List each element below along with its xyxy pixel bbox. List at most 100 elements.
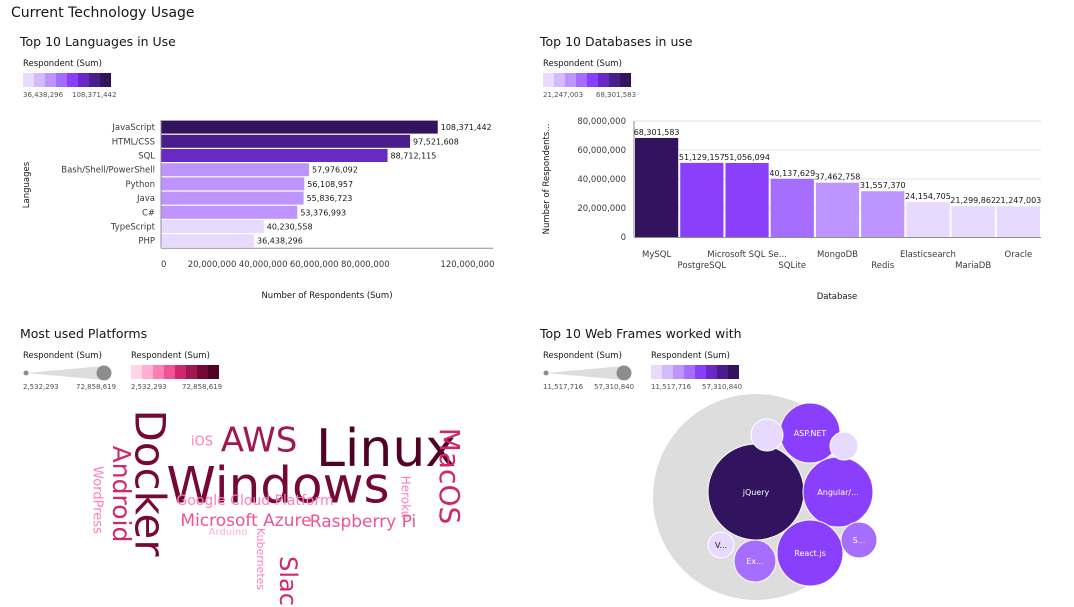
ramp-swatch — [651, 365, 662, 379]
platforms-size-legend-title: Respondent (Sum) — [23, 351, 102, 361]
value-label: 57,976,092 — [312, 166, 358, 175]
platforms-panel: Most used Platforms Respondent (Sum) 2,5… — [20, 326, 520, 607]
frameworks-color-legend-max: 57,310,840 — [702, 383, 743, 391]
page-title: Current Technology Usage — [11, 5, 195, 21]
value-label: 24,154,705 — [905, 192, 951, 201]
category-label: SQL — [138, 152, 155, 162]
ramp-swatch — [175, 365, 186, 379]
frameworks-size-legend-max: 57,310,840 — [594, 383, 635, 391]
y-tick-label: 20,000,000 — [577, 204, 626, 214]
x-axis-title: Number of Respondents (Sum) — [261, 291, 392, 301]
value-label: 55,836,723 — [307, 194, 353, 203]
ramp-swatch — [706, 365, 717, 379]
word-android: Android — [107, 446, 136, 543]
category-label: HTML/CSS — [112, 137, 155, 147]
databases-legend-max: 68,301,583 — [596, 91, 637, 99]
word-ios: iOS — [191, 435, 213, 450]
platforms-color-legend-title: Respondent (Sum) — [131, 351, 210, 361]
languages-legend-title: Respondent (Sum) — [23, 59, 102, 69]
bar-java — [161, 191, 304, 205]
frameworks-size-legend — [543, 365, 632, 381]
bubble — [750, 418, 784, 452]
value-label: 53,376,993 — [300, 208, 346, 217]
y-tick-label: 40,000,000 — [577, 175, 626, 185]
bar-elasticsearch — [906, 201, 950, 237]
category-label: Oracle — [1005, 250, 1033, 260]
x-tick-label: 20,000,000 — [188, 260, 237, 270]
ramp-swatch — [673, 365, 684, 379]
databases-title: Top 10 Databases in use — [540, 34, 693, 49]
y-axis-title: Number of Respondents... — [542, 124, 552, 235]
frameworks-title: Top 10 Web Frames worked with — [540, 326, 742, 341]
category-label: PHP — [138, 237, 155, 247]
languages-title: Top 10 Languages in Use — [20, 34, 176, 49]
ramp-swatch — [100, 73, 111, 87]
size-legend-max-dot — [96, 365, 112, 381]
bubble — [733, 539, 777, 583]
bubble-label: V... — [715, 541, 727, 550]
ramp-swatch — [34, 73, 45, 87]
y-axis-title: Languages — [22, 161, 32, 208]
word-arduino: Arduino — [209, 527, 248, 538]
languages-legend-min: 36,438,296 — [23, 91, 64, 99]
bar-oracle — [996, 206, 1040, 237]
languages-legend-max: 108,371,442 — [72, 91, 117, 99]
frameworks-color-ramp — [651, 365, 739, 379]
category-label: TypeScript — [110, 223, 156, 233]
word-slack: Slack — [274, 556, 302, 607]
ramp-swatch — [45, 73, 56, 87]
ramp-swatch — [131, 365, 142, 379]
databases-panel: Top 10 Databases in use Respondent (Sum)… — [540, 34, 1050, 304]
ramp-swatch — [208, 365, 219, 379]
word-windows: Windows — [166, 457, 389, 515]
ramp-swatch — [565, 73, 576, 87]
x-tick-label: 80,000,000 — [341, 260, 390, 270]
word-wordpress: WordPress — [90, 466, 105, 534]
size-legend-wedge — [26, 366, 104, 380]
bubble-label: Angular/... — [817, 488, 858, 497]
bubble-label: jQuery — [742, 488, 770, 497]
ramp-swatch — [728, 365, 739, 379]
category-label: Java — [136, 194, 155, 204]
word-aws: AWS — [221, 421, 298, 461]
bubble-label: ASP.NET — [794, 429, 827, 438]
ramp-swatch — [197, 365, 208, 379]
platforms-size-legend — [23, 365, 112, 381]
word-microsoft-azure: Microsoft Azure — [180, 511, 311, 531]
category-label: Elasticsearch — [900, 250, 956, 260]
frameworks-size-legend-title: Respondent (Sum) — [543, 351, 622, 361]
bar-javascript — [161, 120, 438, 134]
value-label: 40,230,558 — [267, 223, 313, 232]
platforms-color-legend-max: 72,858,619 — [182, 383, 223, 391]
bar-microsoft-sql-se- — [725, 162, 769, 237]
bubble — [707, 531, 735, 559]
value-label: 21,247,003 — [995, 196, 1041, 205]
bar-sql — [161, 149, 388, 162]
databases-color-ramp — [543, 73, 631, 87]
bar-sqlite — [770, 178, 814, 237]
ramp-swatch — [89, 73, 100, 87]
ramp-swatch — [598, 73, 609, 87]
word-macos: MacOS — [433, 428, 466, 525]
frameworks-panel: Top 10 Web Frames worked with Respondent… — [540, 326, 1050, 606]
word-google-cloud-platform: Google Cloud Platform — [176, 493, 333, 509]
databases-legend-min: 21,247,003 — [543, 91, 584, 99]
x-tick-label: 0 — [161, 260, 166, 270]
ramp-swatch — [23, 73, 34, 87]
category-label: Microsoft SQL Se... — [707, 250, 787, 260]
ramp-swatch — [78, 73, 89, 87]
bubble — [840, 521, 878, 559]
x-tick-label: 60,000,000 — [290, 260, 339, 270]
value-label: 51,056,094 — [724, 153, 770, 162]
bubble-label: S... — [853, 536, 866, 545]
bubble-label: Ex... — [746, 557, 763, 566]
ramp-swatch — [717, 365, 728, 379]
ramp-swatch — [164, 365, 175, 379]
frameworks-size-legend-min: 11,517,716 — [543, 383, 584, 391]
bar-mariadb — [951, 206, 995, 237]
category-label: Bash/Shell/PowerShell — [61, 166, 155, 176]
frameworks-color-legend-min: 11,517,716 — [651, 383, 692, 391]
size-legend-wedge — [546, 366, 624, 380]
category-label: Python — [126, 180, 155, 190]
ramp-swatch — [587, 73, 598, 87]
